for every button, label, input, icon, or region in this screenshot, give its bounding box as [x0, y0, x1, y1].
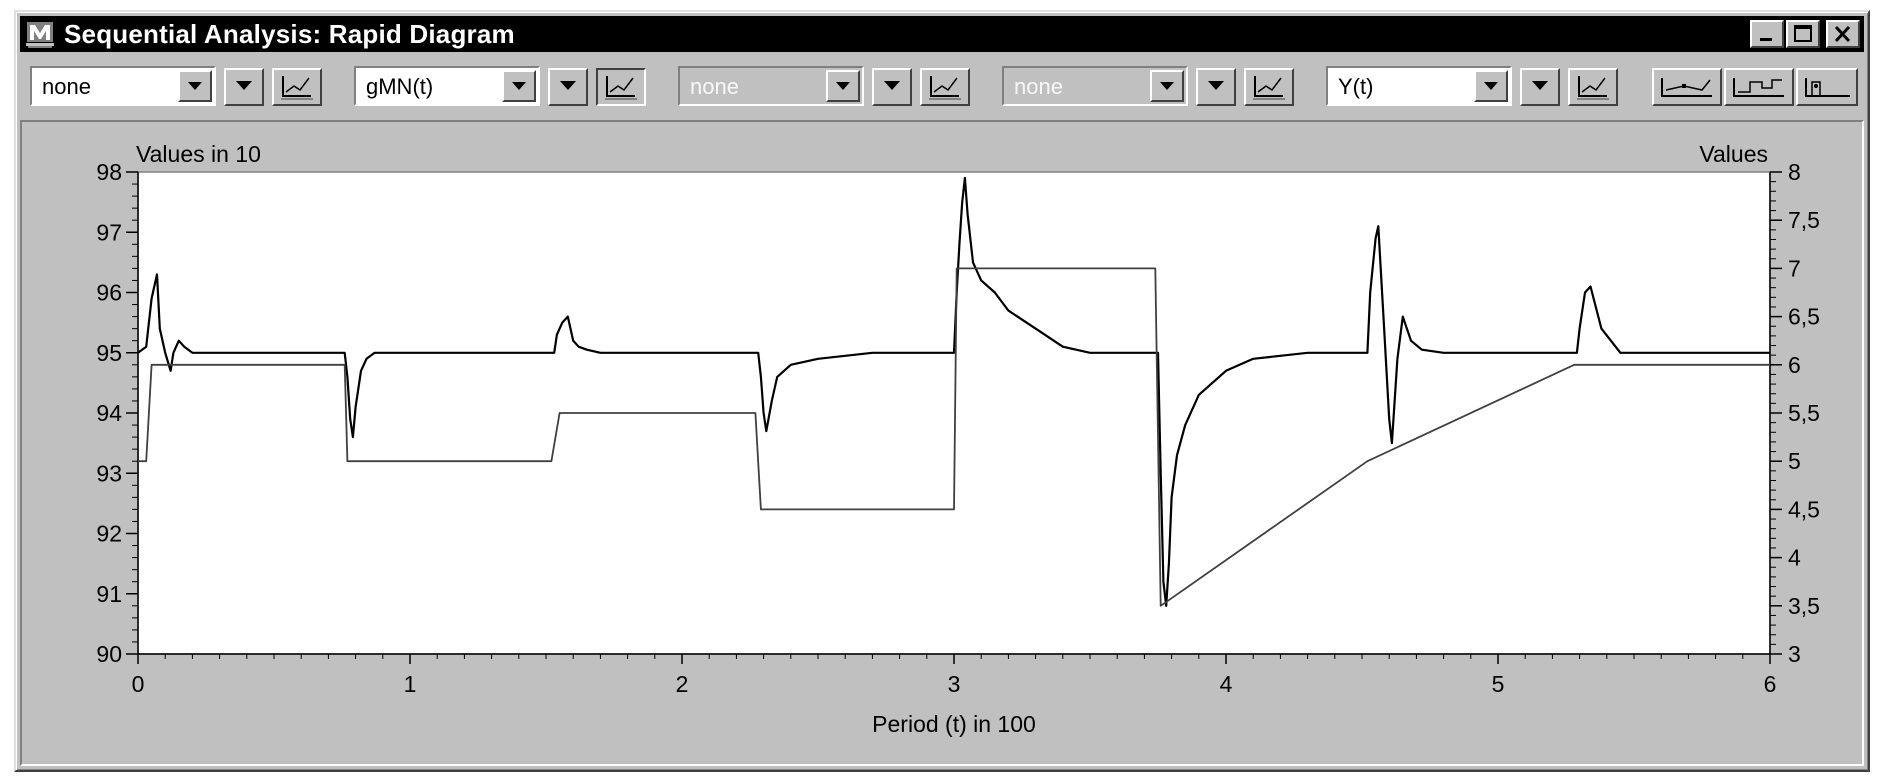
left-tick-label: 93	[96, 460, 122, 486]
series-line-right-axis	[138, 267, 1770, 607]
right-tick-label: 7	[1788, 255, 1801, 281]
right-tick-label: 8	[1788, 159, 1801, 185]
channel-1-chart-button[interactable]	[272, 68, 322, 106]
window-title: Sequential Analysis: Rapid Diagram	[64, 18, 515, 49]
x-axis-title: Period (t) in 100	[872, 711, 1036, 737]
title-bar[interactable]: Sequential Analysis: Rapid Diagram	[20, 16, 1864, 52]
x-tick-label: 3	[948, 671, 961, 697]
maximize-button[interactable]	[1786, 20, 1820, 48]
chevron-down-icon[interactable]	[826, 70, 860, 102]
line-view-button[interactable]	[1652, 68, 1722, 106]
chevron-down-icon[interactable]	[502, 70, 536, 102]
channel-4-select[interactable]: none	[1002, 66, 1188, 106]
left-tick-label: 98	[96, 159, 122, 185]
plot-area	[138, 172, 1770, 654]
channel-3-dropdown-button[interactable]	[872, 68, 912, 106]
x-tick-label: 1	[404, 671, 417, 697]
right-tick-label: 3,5	[1788, 593, 1820, 619]
channel-5-select[interactable]: Y(t)	[1326, 66, 1512, 106]
channel-5-value: Y(t)	[1338, 74, 1374, 99]
rapid-diagram-panel: Values in 10 Values Period (t) in 100 0 1…	[20, 120, 1864, 766]
channel-2-chart-button[interactable]	[596, 68, 646, 106]
right-tick-label: 6,5	[1788, 304, 1820, 330]
step-view-button[interactable]	[1724, 68, 1794, 106]
x-tick-label: 2	[676, 671, 689, 697]
channel-4-value: none	[1014, 74, 1063, 99]
right-tick-label: 3	[1788, 641, 1801, 667]
bar-view-button[interactable]	[1796, 68, 1858, 106]
right-tick-label: 4,5	[1788, 496, 1820, 522]
channel-1-dropdown-button[interactable]	[224, 68, 264, 106]
x-tick-label: 4	[1220, 671, 1233, 697]
left-tick-label: 95	[96, 340, 122, 366]
right-axis-title: Values	[1699, 141, 1768, 167]
channel-2-select[interactable]: gMN(t)	[354, 66, 540, 106]
rapid-diagram-chart[interactable]: Values in 10 Values Period (t) in 100 0 1…	[22, 122, 1862, 764]
channel-3-chart-button[interactable]	[920, 68, 970, 106]
channel-4-chart-button[interactable]	[1244, 68, 1294, 106]
minimize-button[interactable]	[1750, 20, 1784, 48]
m-logo-icon[interactable]	[24, 19, 58, 49]
chevron-down-icon[interactable]	[1474, 70, 1508, 102]
channel-2-dropdown-button[interactable]	[548, 68, 588, 106]
close-button[interactable]	[1826, 20, 1860, 48]
right-tick-label: 5	[1788, 448, 1801, 474]
left-axis-title: Values in 10	[136, 141, 261, 167]
channel-5-chart-button[interactable]	[1568, 68, 1618, 106]
channel-2-value: gMN(t)	[366, 74, 434, 99]
chevron-down-icon[interactable]	[178, 70, 212, 102]
left-tick-label: 91	[96, 581, 122, 607]
left-tick-label: 90	[96, 641, 122, 667]
channel-1-value: none	[42, 74, 91, 99]
left-tick-label: 96	[96, 280, 122, 306]
right-tick-label: 6	[1788, 352, 1801, 378]
main-window: Sequential Analysis: Rapid Diagram no	[14, 10, 1870, 772]
series-line-left-axis	[137, 176, 1770, 607]
left-tick-label: 97	[96, 219, 122, 245]
channel-4-dropdown-button[interactable]	[1196, 68, 1236, 106]
x-tick-label: 5	[1492, 671, 1505, 697]
left-tick-label: 92	[96, 521, 122, 547]
chevron-down-icon[interactable]	[1150, 70, 1184, 102]
channel-3-value: none	[690, 74, 739, 99]
right-tick-label: 7,5	[1788, 207, 1820, 233]
channel-toolbar: none gMN(t) none	[20, 62, 1864, 112]
channel-5-dropdown-button[interactable]	[1520, 68, 1560, 106]
x-tick-label: 0	[132, 671, 145, 697]
x-tick-label: 6	[1764, 671, 1777, 697]
channel-3-select[interactable]: none	[678, 66, 864, 106]
right-tick-label: 5,5	[1788, 400, 1820, 426]
right-tick-label: 4	[1788, 545, 1801, 571]
channel-1-select[interactable]: none	[30, 66, 216, 106]
left-tick-label: 94	[96, 400, 122, 426]
